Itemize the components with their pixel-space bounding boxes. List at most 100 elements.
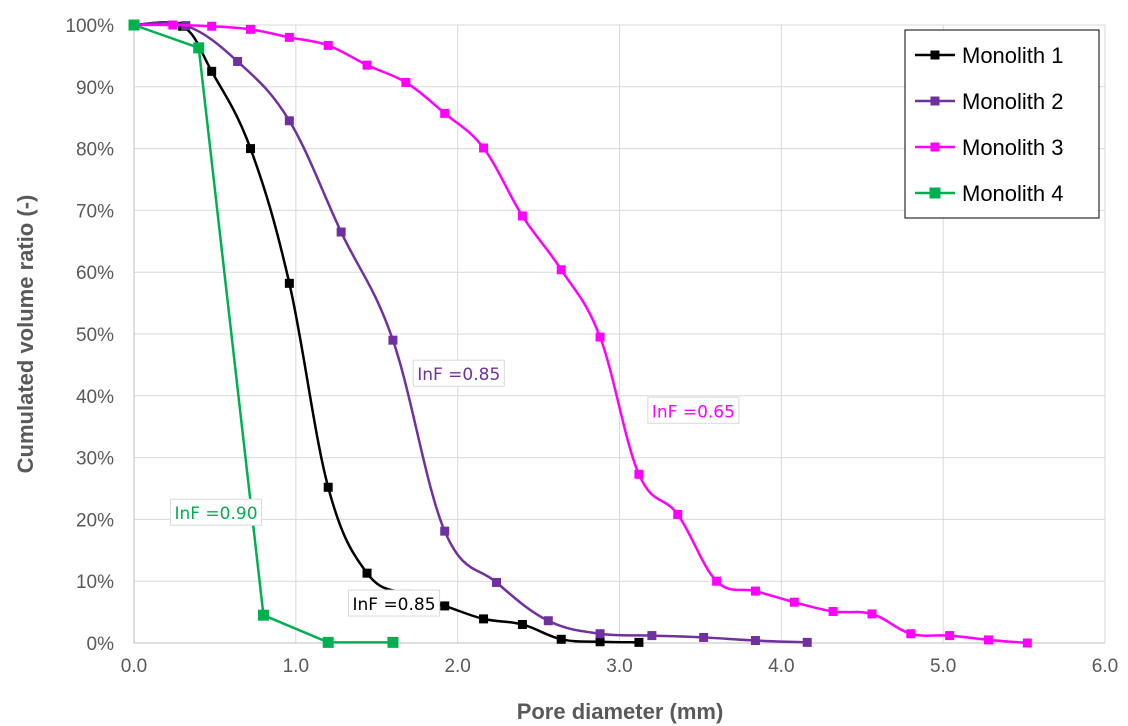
- data-point: [945, 631, 955, 641]
- y-tick-label: 80%: [76, 140, 114, 161]
- annotation-label: InF =0.65: [652, 402, 735, 422]
- annotation-label: InF =0.90: [174, 504, 257, 524]
- data-point: [712, 576, 722, 586]
- x-axis-title: Pore diameter (mm): [517, 699, 724, 724]
- data-point: [323, 40, 333, 50]
- y-axis-title: Cumulated volume ratio (-): [13, 195, 38, 474]
- data-point: [634, 637, 644, 647]
- data-point: [492, 577, 502, 587]
- data-point: [595, 629, 605, 639]
- annotation-label: InF =0.85: [417, 365, 500, 385]
- data-point: [479, 143, 489, 153]
- x-tick-label: 4.0: [768, 656, 794, 677]
- data-point: [906, 629, 916, 639]
- data-point: [789, 597, 799, 607]
- y-tick-label: 20%: [76, 510, 114, 531]
- series-monolith-4: [128, 19, 399, 648]
- data-point: [362, 568, 372, 578]
- data-point: [802, 637, 812, 647]
- legend-label: Monolith 3: [962, 135, 1064, 160]
- data-point: [233, 56, 243, 66]
- x-tick-label: 5.0: [930, 656, 956, 677]
- annotation-box: [169, 498, 263, 526]
- legend-entry-monolith-3: Monolith 3: [915, 135, 1064, 160]
- y-tick-label: 50%: [76, 325, 114, 346]
- data-point: [257, 609, 269, 621]
- y-tick-label: 60%: [76, 263, 114, 284]
- x-tick-label: 3.0: [606, 656, 632, 677]
- y-tick-label: 10%: [76, 572, 114, 593]
- x-tick-label: 6.0: [1092, 656, 1118, 677]
- legend-box: [904, 29, 1100, 219]
- data-point: [479, 614, 489, 624]
- data-point: [246, 24, 256, 34]
- annotations: InF =0.85 InF =0.65 InF =0.90 InF =0.85: [169, 359, 740, 617]
- data-point: [362, 60, 372, 70]
- data-point: [750, 586, 760, 596]
- y-tick-label: 70%: [76, 201, 114, 222]
- data-point: [647, 631, 657, 641]
- annotation-box: [647, 396, 740, 424]
- data-point: [193, 42, 205, 54]
- data-point: [828, 606, 838, 616]
- y-tick-label: 90%: [76, 78, 114, 99]
- series-line-monolith-2: [133, 21, 808, 644]
- annotation-box: [412, 359, 505, 387]
- y-tick-label: 0%: [87, 634, 115, 655]
- series-lines: [128, 19, 1032, 648]
- series-monolith-2: [129, 20, 812, 647]
- data-point: [322, 636, 334, 648]
- data-point: [284, 278, 294, 288]
- annotation-box: [347, 589, 441, 617]
- data-point: [387, 636, 399, 648]
- legend-entry-monolith-4: Monolith 4: [915, 181, 1064, 206]
- legend-entry-monolith-2: Monolith 2: [915, 89, 1064, 114]
- data-point: [207, 21, 217, 31]
- data-point: [336, 227, 346, 237]
- data-point: [595, 637, 605, 647]
- data-point: [673, 509, 683, 519]
- data-point: [246, 144, 256, 154]
- data-point: [388, 335, 398, 345]
- legend-swatch-marker: [930, 50, 940, 60]
- y-tick-label: 40%: [76, 387, 114, 408]
- data-point: [207, 66, 217, 76]
- data-point: [440, 601, 450, 611]
- data-point: [556, 634, 566, 644]
- x-tick-label: 2.0: [444, 656, 470, 677]
- y-tick-label: 100%: [65, 16, 114, 37]
- legend: Monolith 1 Monolith 2 Monolith 3 Monolith 4: [904, 29, 1100, 219]
- axes: 0.0 1.0 2.0 3.0 4.0 5.0 6.0 0% 10% 20% 30% 40% 50% 60…: [65, 16, 1118, 677]
- legend-entry-monolith-1: Monolith 1: [915, 43, 1064, 68]
- data-point: [323, 482, 333, 492]
- x-tick-label: 1.0: [283, 656, 309, 677]
- data-point: [128, 19, 140, 31]
- data-point: [440, 526, 450, 536]
- data-point: [517, 211, 527, 221]
- data-point: [556, 265, 566, 275]
- inf-annotation: InF =0.90: [169, 498, 263, 526]
- x-tick-label: 0.0: [121, 656, 147, 677]
- legend-label: Monolith 1: [962, 43, 1064, 68]
- series-line-monolith-1: [133, 20, 639, 644]
- legend-swatch-marker: [929, 187, 941, 199]
- legend-label: Monolith 4: [962, 181, 1064, 206]
- data-point: [168, 20, 178, 30]
- data-point: [440, 108, 450, 118]
- data-point: [543, 616, 553, 626]
- data-point: [284, 32, 294, 42]
- legend-label: Monolith 2: [962, 89, 1064, 114]
- data-point: [517, 619, 527, 629]
- data-point: [595, 332, 605, 342]
- data-point: [634, 469, 644, 479]
- legend-swatch-marker: [930, 96, 940, 106]
- data-point: [1022, 638, 1032, 648]
- annotation-label: InF =0.85: [352, 595, 435, 615]
- data-point: [699, 632, 709, 642]
- y-tick-label: 30%: [76, 449, 114, 470]
- inf-annotation: InF =0.85: [412, 359, 505, 387]
- data-point: [284, 116, 294, 126]
- inf-annotation: InF =0.85: [347, 589, 441, 617]
- data-point: [401, 77, 411, 87]
- inf-annotation: InF =0.65: [647, 396, 740, 424]
